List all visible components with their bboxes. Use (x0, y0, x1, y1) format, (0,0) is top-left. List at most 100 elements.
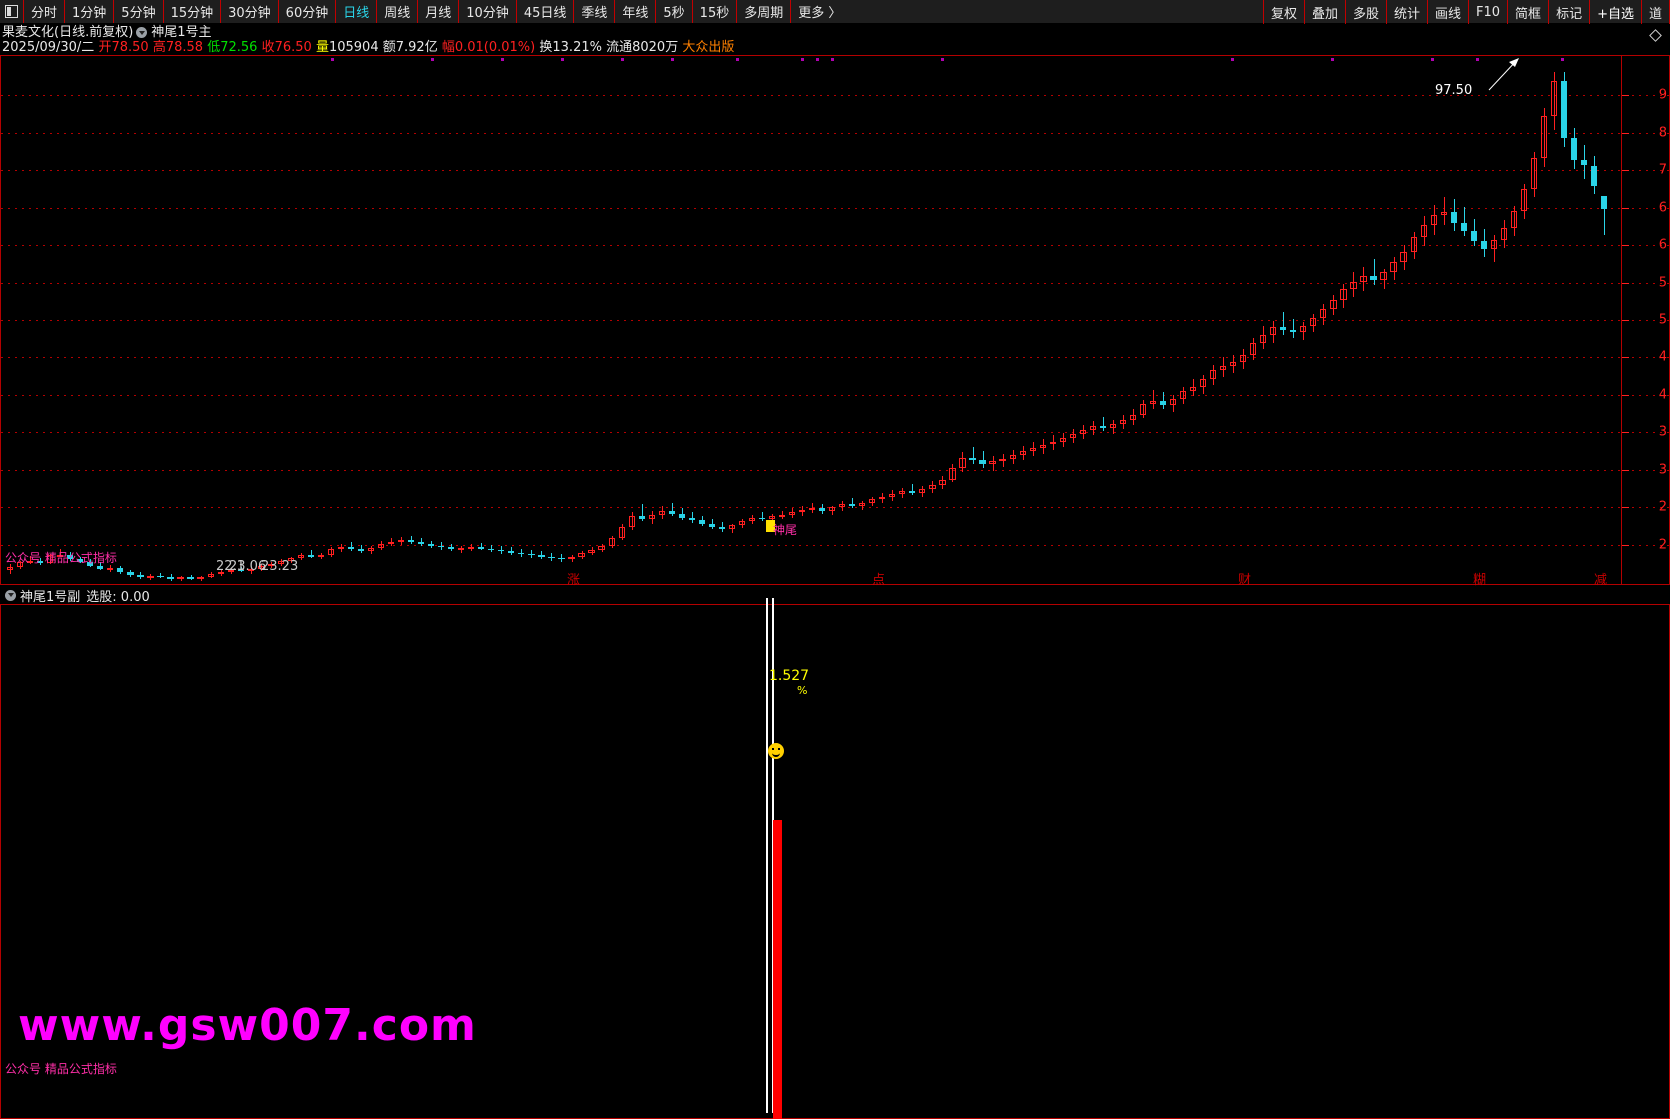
stock-name: 果麦文化(日线.前复权) (2, 25, 134, 40)
signal-dot-14 (1476, 58, 1479, 61)
y-tick-mark (1622, 357, 1629, 359)
signal-dot-1 (431, 58, 434, 61)
y-tick-mark (1622, 394, 1629, 396)
sub-indicator-name[interactable]: 神尾1号副 (20, 589, 81, 605)
y-tick-mark (1622, 282, 1629, 284)
y-tick-mark (1622, 245, 1629, 247)
toolbar-button-9[interactable]: 道 (1640, 0, 1670, 24)
period-tab-1[interactable]: 1分钟 (65, 0, 115, 23)
toolbar-button-0[interactable]: 复权 (1262, 0, 1304, 24)
signal-dot-8 (816, 58, 819, 61)
quote-field-label-6: 幅 (441, 40, 455, 55)
smiley-icon (768, 743, 784, 759)
period-tab-3[interactable]: 15分钟 (164, 0, 222, 23)
quote-field-label-8: 流通 (606, 40, 633, 55)
period-tab-5[interactable]: 60分钟 (279, 0, 337, 23)
sub-chart-pane[interactable]: 1.527 % 公众号 精品公式指标 (0, 598, 1670, 1119)
signal-dot-4 (621, 58, 624, 61)
grid-line (1, 132, 1669, 134)
toolbar-button-8[interactable]: +自选 (1589, 0, 1641, 24)
panel-toggle-icon[interactable] (0, 0, 24, 23)
grid-line (1, 170, 1669, 172)
signal-dot-0 (331, 58, 334, 61)
y-tick-label: 6 (1658, 237, 1667, 253)
quote-values-row: 2025/09/30/二 开78.50 高78.58 低72.56 收76.50… (0, 40, 1670, 55)
period-tab-2[interactable]: 5分钟 (114, 0, 164, 23)
sub-indicator-line-left (766, 598, 768, 1113)
top-toolbar: 分时 1分钟 5分钟 15分钟 30分钟 60分钟 日线 周线 月线 10分钟 45日线 季线 年线 5秒… (0, 0, 1670, 24)
grid-line (1, 207, 1669, 209)
period-tab-15[interactable]: 多周期 (737, 0, 792, 23)
signal-dot-11 (1231, 58, 1234, 61)
toolbar-button-2[interactable]: 多股 (1344, 0, 1386, 24)
sub-formula-value: 选股: 0.00 (86, 589, 150, 605)
sector-marker-0: 涨 (567, 573, 581, 588)
y-tick-label: 2 (1658, 499, 1667, 515)
grid-line (1, 544, 1669, 546)
price-axis: 9 8 7 6 6 5 5 4 4 3 3 2 2 (1621, 56, 1669, 584)
quote-field-value-7: 13.21% (552, 40, 607, 55)
y-tick-mark (1622, 507, 1629, 509)
sub-chevron-down-icon[interactable] (5, 589, 16, 601)
y-tick-mark (1622, 544, 1629, 546)
grid-line (1, 95, 1669, 97)
grid-line (1, 394, 1669, 396)
quote-field-value-4: 105904 (328, 40, 383, 55)
period-tab-13[interactable]: 5秒 (656, 0, 693, 23)
signal-marker-box (766, 520, 775, 532)
quote-field-label-3: 收 (261, 40, 275, 55)
toolbar-button-4[interactable]: 画线 (1427, 0, 1468, 24)
signal-dot-2 (501, 58, 504, 61)
quote-date: 2025/09/30/二 (2, 40, 99, 55)
period-tab-10[interactable]: 45日线 (517, 0, 575, 23)
period-tab-11[interactable]: 季线 (574, 0, 616, 23)
toolbar-button-5[interactable]: F10 (1468, 0, 1507, 24)
period-tab-16[interactable]: 更多 〉 (798, 6, 842, 21)
y-tick-mark (1622, 95, 1629, 97)
grid-line (1, 282, 1669, 284)
quote-sector[interactable]: 大众出版 (682, 40, 735, 55)
sub-value-unit: % (797, 684, 808, 697)
quote-field-value-3: 76.50 (274, 40, 316, 55)
y-tick-label: 4 (1658, 387, 1667, 403)
quote-field-value-6: 0.01(0.01%) (454, 40, 540, 55)
y-tick-mark (1622, 432, 1629, 434)
y-tick-mark (1622, 170, 1629, 172)
period-tab-7[interactable]: 周线 (377, 0, 419, 23)
signal-dot-6 (736, 58, 739, 61)
toolbar-button-3[interactable]: 统计 (1385, 0, 1427, 24)
stock-info-header: 果麦文化(日线.前复权) 神尾1号主 2025/09/30/二 开78.50 高… (0, 25, 1670, 55)
period-tab-8[interactable]: 月线 (418, 0, 460, 23)
sector-marker-3: 糊 (1473, 573, 1487, 588)
chevron-down-icon[interactable] (136, 27, 148, 38)
toolbar-button-6[interactable]: 简框 (1507, 0, 1548, 24)
period-tab-4[interactable]: 30分钟 (221, 0, 279, 23)
y-tick-mark (1622, 469, 1629, 471)
y-tick-label: 5 (1658, 312, 1667, 328)
period-tab-12[interactable]: 年线 (615, 0, 657, 23)
period-tab-0[interactable]: 分时 (24, 0, 66, 23)
period-tab-9[interactable]: 10分钟 (459, 0, 517, 23)
x-axis-label: 23.23 (261, 559, 299, 574)
sub-value-label: 1.527 (769, 668, 810, 684)
signal-dot-9 (831, 58, 834, 61)
quote-field-label-0: 开 (98, 40, 112, 55)
main-chart-pane[interactable]: 9 8 7 6 6 5 5 4 4 3 3 2 2 97.50 公众号 精品公式指标 神尾 22.1 2… (0, 55, 1670, 595)
sector-marker-1: 点 (872, 573, 886, 588)
indicator-name[interactable]: 神尾1号主 (151, 25, 212, 40)
grid-line (1, 357, 1669, 359)
candlestick-series (1, 56, 1621, 584)
sub-watermark: 公众号 精品公式指标 (5, 1062, 117, 1076)
quote-field-value-5: 7.92亿 (395, 40, 442, 55)
toolbar-button-7[interactable]: 标记 (1548, 0, 1589, 24)
y-tick-label: 3 (1658, 462, 1667, 478)
signal-marker-label: 神尾 (773, 523, 798, 537)
period-tab-14[interactable]: 15秒 (693, 0, 738, 23)
main-watermark: 公众号 精品公式指标 (5, 551, 117, 565)
y-tick-label: 6 (1658, 200, 1667, 216)
signal-dot-15 (1561, 58, 1564, 61)
signal-dot-5 (671, 58, 674, 61)
toolbar-button-1[interactable]: 叠加 (1303, 0, 1345, 24)
period-tab-6[interactable]: 日线 (336, 0, 378, 23)
signal-dot-7 (801, 58, 804, 61)
